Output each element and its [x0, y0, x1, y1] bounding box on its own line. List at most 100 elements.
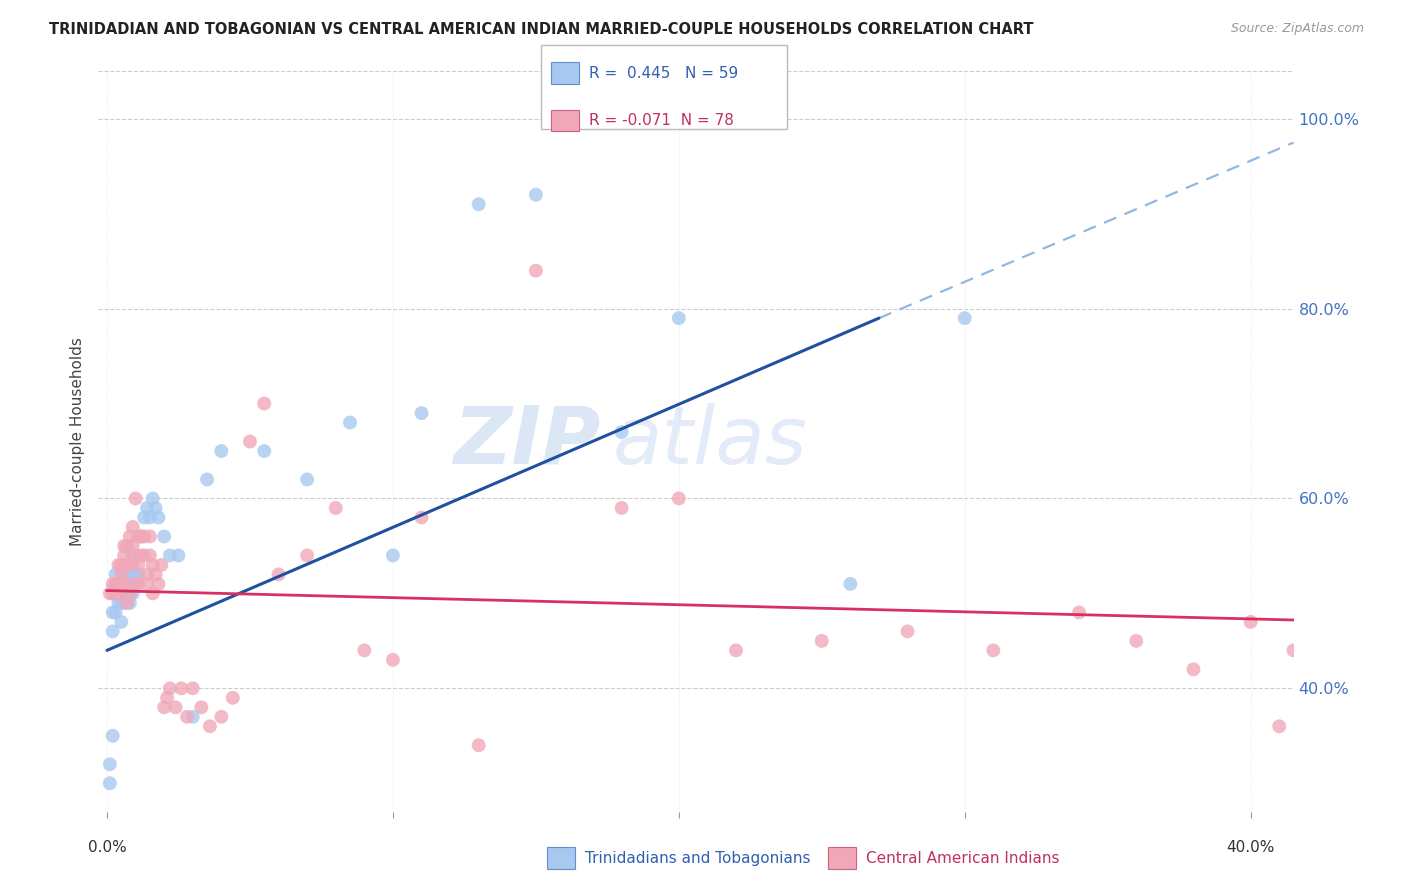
Point: [104, 577, 127, 591]
Point: [253, 444, 276, 458]
Point: [124, 577, 146, 591]
Point: [110, 586, 132, 600]
Point: [1354, 633, 1376, 648]
Point: [253, 396, 276, 410]
Point: [159, 549, 181, 563]
Point: [124, 567, 146, 582]
Point: [110, 615, 132, 629]
Point: [115, 567, 138, 582]
Point: [115, 596, 138, 610]
Point: [267, 567, 290, 582]
Point: [981, 643, 1004, 657]
Point: [134, 529, 156, 543]
Point: [127, 567, 149, 582]
Point: [107, 558, 129, 572]
Point: [1340, 653, 1362, 667]
Point: [165, 700, 187, 714]
Point: [411, 510, 433, 524]
Point: [142, 586, 165, 600]
Point: [98, 776, 121, 790]
Point: [124, 491, 146, 506]
Point: [195, 473, 218, 487]
Point: [136, 577, 159, 591]
Point: [104, 586, 127, 600]
Point: [610, 500, 633, 515]
Point: [118, 586, 141, 600]
Point: [115, 577, 138, 591]
Point: [110, 567, 132, 582]
Point: [115, 596, 138, 610]
Point: [104, 567, 127, 582]
Point: [112, 567, 135, 582]
Point: [107, 577, 129, 591]
Point: [136, 567, 159, 582]
Point: [101, 577, 124, 591]
Point: [1125, 633, 1147, 648]
Point: [139, 529, 162, 543]
Point: [295, 473, 318, 487]
Point: [124, 577, 146, 591]
Point: [104, 577, 127, 591]
Point: [1282, 643, 1305, 657]
Point: [121, 577, 143, 591]
Point: [176, 710, 198, 724]
Text: TRINIDADIAN AND TOBAGONIAN VS CENTRAL AMERICAN INDIAN MARRIED-COUPLE HOUSEHOLDS : TRINIDADIAN AND TOBAGONIAN VS CENTRAL AM…: [49, 22, 1033, 37]
Point: [1268, 719, 1291, 733]
Point: [104, 606, 127, 620]
Point: [153, 529, 176, 543]
Point: [381, 549, 404, 563]
Point: [181, 681, 204, 696]
Point: [127, 577, 149, 591]
Y-axis label: Married-couple Households: Married-couple Households: [70, 337, 86, 546]
Point: [121, 539, 143, 553]
Point: [118, 586, 141, 600]
Point: [121, 549, 143, 563]
Point: [1182, 662, 1205, 676]
Point: [101, 624, 124, 639]
Point: [98, 757, 121, 772]
Point: [381, 653, 404, 667]
Point: [524, 187, 547, 202]
Point: [136, 500, 159, 515]
Point: [118, 567, 141, 582]
Point: [107, 596, 129, 610]
Point: [810, 633, 832, 648]
Point: [124, 549, 146, 563]
Point: [467, 739, 489, 753]
Text: Trinidadians and Tobagonians: Trinidadians and Tobagonians: [585, 851, 810, 865]
Point: [121, 520, 143, 534]
Text: 0.0%: 0.0%: [87, 840, 127, 855]
Point: [115, 558, 138, 572]
Text: Source: ZipAtlas.com: Source: ZipAtlas.com: [1230, 22, 1364, 36]
Point: [118, 529, 141, 543]
Point: [134, 549, 156, 563]
Point: [1239, 615, 1261, 629]
Point: [110, 577, 132, 591]
Point: [411, 406, 433, 420]
Point: [222, 690, 245, 705]
Point: [127, 529, 149, 543]
Text: R =  0.445   N = 59: R = 0.445 N = 59: [589, 66, 738, 80]
Point: [115, 577, 138, 591]
Point: [190, 700, 212, 714]
Point: [467, 197, 489, 211]
Point: [953, 311, 976, 326]
Point: [181, 710, 204, 724]
Point: [156, 690, 179, 705]
Point: [139, 549, 162, 563]
Point: [524, 263, 547, 277]
Point: [127, 558, 149, 572]
Point: [110, 558, 132, 572]
Point: [118, 558, 141, 572]
Point: [295, 549, 318, 563]
Point: [1296, 633, 1319, 648]
Point: [134, 510, 156, 524]
Point: [131, 549, 153, 563]
Point: [107, 586, 129, 600]
Point: [112, 549, 135, 563]
Text: 40.0%: 40.0%: [1226, 840, 1275, 855]
Point: [145, 500, 167, 515]
Point: [101, 606, 124, 620]
Point: [98, 586, 121, 600]
Point: [148, 577, 170, 591]
